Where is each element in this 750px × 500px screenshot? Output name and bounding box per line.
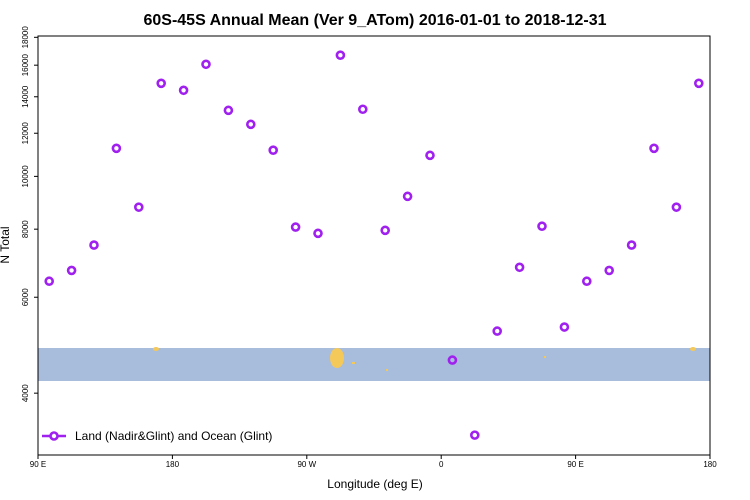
point — [425, 150, 435, 161]
y-tick-label: 6000 — [21, 288, 30, 306]
map-strip — [38, 348, 710, 381]
point — [111, 143, 122, 154]
x-tick-label: 90 W — [297, 460, 316, 469]
point — [380, 225, 391, 236]
point — [89, 240, 99, 250]
point — [335, 50, 346, 60]
y-tick-label: 18000 — [21, 26, 30, 49]
point — [537, 221, 547, 232]
point — [402, 191, 413, 202]
point — [268, 145, 279, 155]
point — [357, 104, 368, 115]
point — [66, 265, 77, 276]
x-tick-label: 90 E — [567, 460, 583, 469]
y-tick-label: 12000 — [21, 122, 30, 145]
point — [604, 265, 615, 276]
legend-marker — [49, 431, 59, 441]
point — [223, 105, 234, 116]
point — [693, 78, 704, 89]
land-patches — [153, 347, 696, 371]
point — [581, 276, 592, 287]
point — [514, 262, 525, 273]
point — [469, 430, 480, 440]
point — [492, 326, 503, 336]
point — [178, 85, 189, 96]
y-tick-label: 8000 — [21, 220, 30, 238]
point — [313, 228, 323, 239]
point — [559, 322, 570, 332]
point — [134, 202, 144, 212]
point — [246, 119, 256, 130]
point — [447, 355, 458, 365]
point — [626, 240, 637, 250]
point — [156, 78, 166, 89]
x-tick-label: 90 E — [30, 460, 46, 469]
chart-title: 60S-45S Annual Mean (Ver 9_ATom) 2016-01… — [143, 12, 606, 29]
x-axis-label: Longitude (deg E) — [327, 477, 422, 491]
point — [44, 276, 55, 287]
plot-frame — [37, 35, 711, 456]
x-tick-label: 180 — [703, 460, 717, 469]
point — [290, 222, 301, 232]
x-tick-label: 180 — [166, 460, 180, 469]
y-tick-label: 14000 — [21, 85, 30, 108]
x-tick-label: 0 — [439, 460, 444, 469]
y-tick-label: 4000 — [21, 384, 30, 402]
point — [649, 143, 659, 154]
legend-label: Land (Nadir&Glint) and Ocean (Glint) — [75, 429, 272, 443]
point — [671, 202, 682, 212]
y-axis-label: N Total — [0, 226, 12, 263]
y-tick-label: 16000 — [21, 54, 30, 77]
y-tick-label: 10000 — [21, 165, 30, 188]
point — [201, 59, 211, 70]
